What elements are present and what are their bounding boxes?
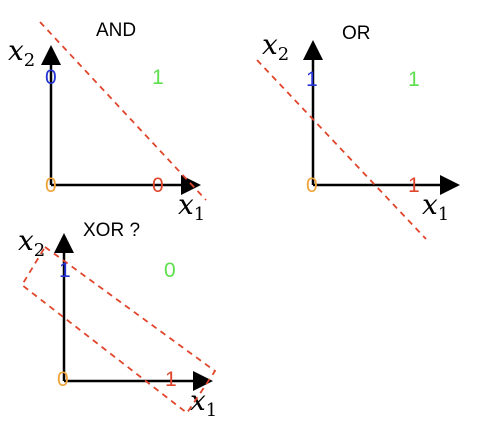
and-x-axis-label: x1 (178, 188, 205, 225)
xor-value-origin: 0 (57, 368, 69, 391)
xor-x-axis-label: x1 (190, 384, 217, 421)
or-title: OR (342, 23, 371, 44)
or-value-top-left: 1 (306, 68, 318, 91)
xor-title: XOR ? (83, 220, 140, 241)
and-value-bottom-right: 0 (152, 174, 164, 197)
or-x-axis-label: x1 (422, 188, 449, 225)
and-y-axis-label: x2 (8, 34, 35, 71)
and-panel: AND x2 x1 0 1 0 0 (8, 20, 207, 225)
or-value-bottom-right: 1 (408, 174, 420, 197)
or-panel: OR x2 x1 1 1 0 1 (256, 23, 460, 240)
and-value-top-right: 1 (152, 66, 164, 89)
or-decision-boundary (256, 59, 427, 240)
xor-value-top-right: 0 (164, 259, 176, 282)
and-value-top-left: 0 (45, 66, 57, 89)
and-value-origin: 0 (45, 174, 57, 197)
and-decision-boundary (39, 21, 207, 201)
xor-decision-region (20, 245, 217, 415)
or-y-axis-label: x2 (262, 28, 289, 65)
or-value-top-right: 1 (408, 68, 420, 91)
xor-value-top-left: 1 (59, 259, 71, 282)
xor-panel: XOR ? x2 x1 1 0 0 1 (18, 220, 217, 421)
or-value-origin: 0 (306, 174, 318, 197)
xor-value-bottom-right: 1 (165, 368, 177, 391)
and-title: AND (96, 20, 136, 41)
xor-y-axis-label: x2 (18, 224, 45, 261)
